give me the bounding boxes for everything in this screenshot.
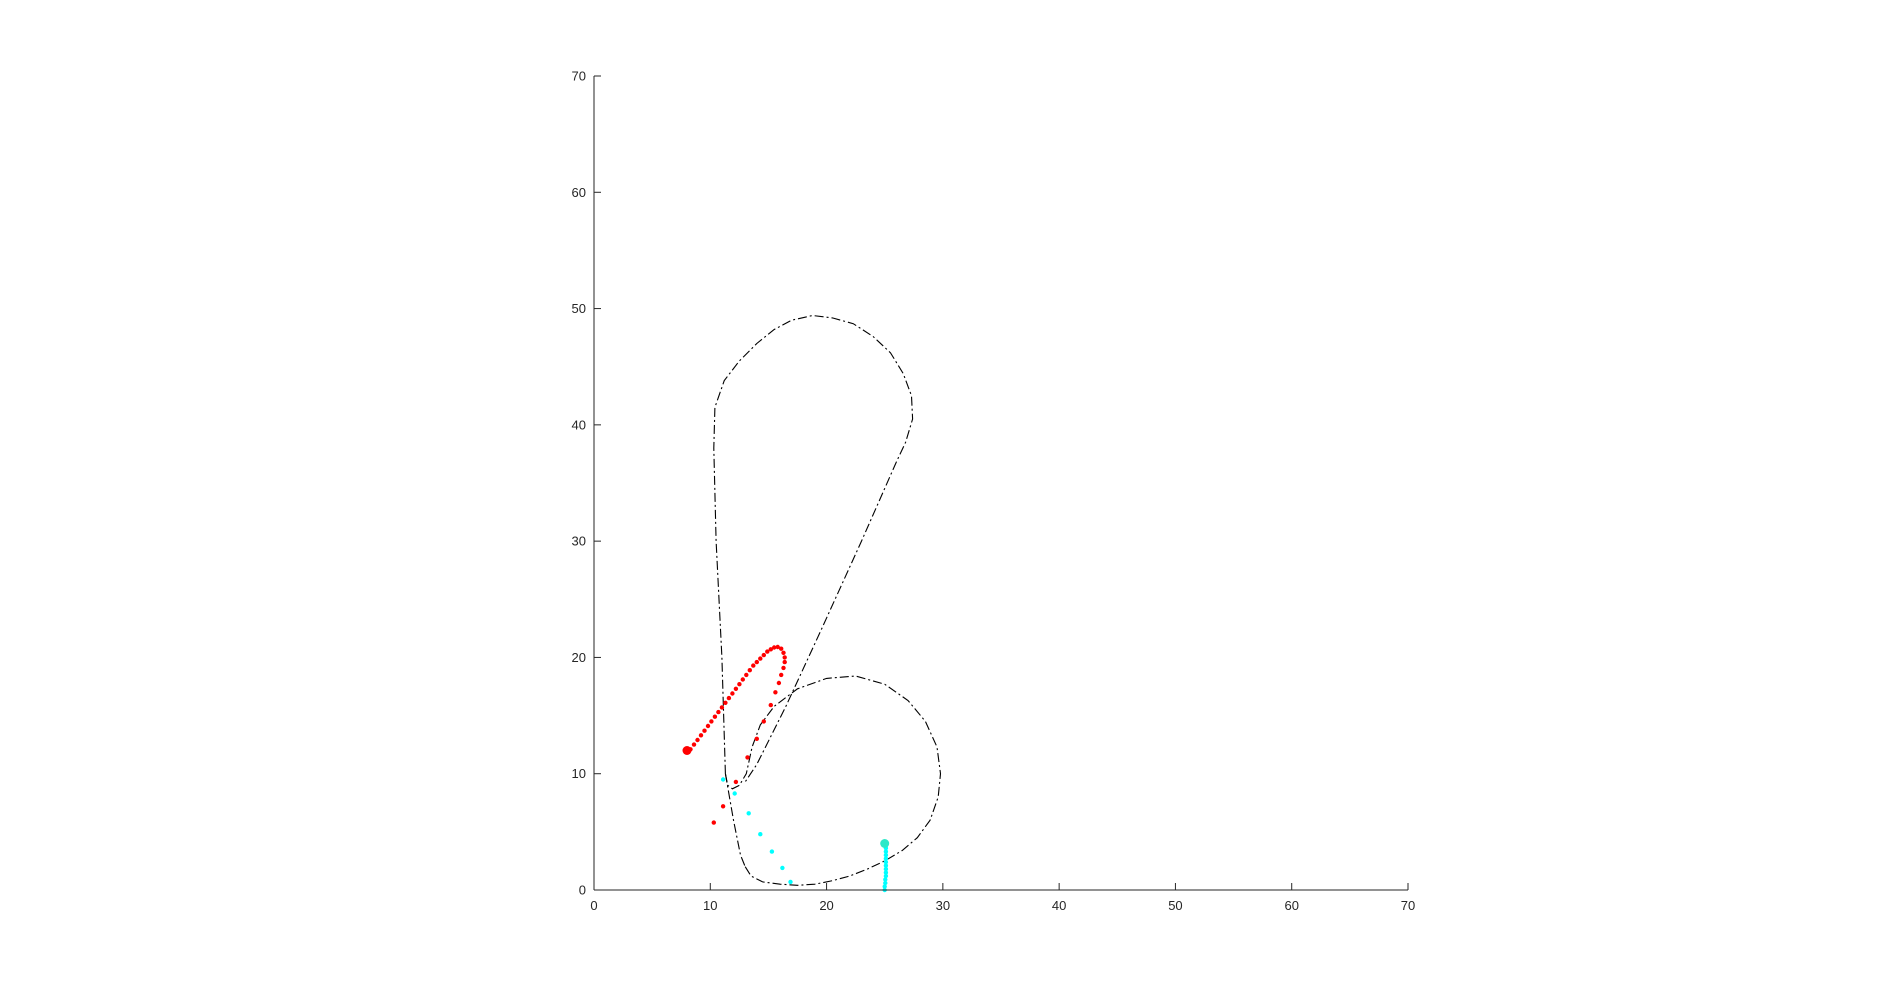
boundary-path: [724, 675, 942, 886]
series-2-point: [788, 879, 793, 885]
x-tick-label: 50: [1168, 898, 1182, 913]
series-1-point: [754, 659, 759, 665]
x-tick-label: 0: [590, 898, 597, 913]
series-1-point: [719, 705, 725, 710]
start-marker-2: [880, 839, 890, 848]
series-1-point: [733, 779, 739, 785]
x-tick-label: 70: [1401, 898, 1415, 913]
series-2-point: [758, 832, 763, 837]
series-1-point: [782, 655, 787, 660]
series-1-point: [695, 737, 700, 743]
series-2-point: [746, 811, 751, 816]
series-2-point: [883, 870, 889, 875]
y-tick-label: 20: [572, 650, 586, 665]
x-tick-label: 10: [703, 898, 717, 913]
y-tick-label: 70: [572, 69, 586, 84]
series-1-point: [768, 647, 773, 652]
series-1-point: [781, 650, 786, 655]
series-2-point: [780, 865, 785, 871]
series-1-point: [782, 659, 787, 665]
series-1-point: [754, 736, 759, 741]
series-1-point: [747, 668, 752, 673]
y-ticks: 0 10 20 30 40 50 60 70: [572, 69, 601, 898]
data-markers: [682, 644, 890, 893]
axes: 0 10 20 30 40 50 60 70 0 10 20 30 40 50 60 70: [572, 69, 1416, 914]
series-2-point: [883, 877, 888, 882]
y-tick-label: 30: [572, 534, 586, 549]
y-tick-label: 10: [572, 766, 586, 781]
boundary-path: [713, 314, 914, 783]
series-1-point: [761, 719, 766, 724]
x-tick-label: 60: [1284, 898, 1298, 913]
series-1-point: [779, 672, 784, 678]
y-tick-label: 50: [572, 301, 586, 316]
series-1-point: [733, 686, 739, 691]
series-1-point: [768, 702, 773, 708]
series-1-point: [720, 804, 726, 809]
series-1-point: [781, 665, 786, 671]
series-1-point: [779, 646, 784, 651]
series-2-point: [883, 859, 889, 865]
series-1-point: [711, 820, 716, 825]
series-1-point: [709, 719, 714, 724]
series-1-point: [691, 742, 697, 747]
series-2-point: [883, 852, 889, 858]
x-tick-label: 20: [819, 898, 833, 913]
series-1-point: [698, 733, 704, 738]
series-1-point: [744, 672, 749, 678]
series-1-point: [705, 723, 711, 729]
start-marker-1: [682, 746, 692, 755]
series-1-point: [761, 652, 766, 658]
series-1-point: [740, 677, 745, 682]
series-2-point: [883, 863, 889, 868]
series-1-point: [758, 656, 763, 661]
y-tick-label: 40: [572, 417, 586, 432]
series-2-point: [732, 791, 737, 796]
series-2-point: [882, 884, 887, 889]
series-1-point: [775, 644, 780, 650]
series-2-point: [883, 880, 888, 886]
x-tick-label: 30: [936, 898, 950, 913]
x-ticks: 0 10 20 30 40 50 60 70: [590, 883, 1415, 913]
y-tick-label: 0: [579, 883, 586, 898]
series-1-point: [726, 695, 732, 701]
series-1-point: [716, 709, 721, 715]
series-2-point: [883, 873, 889, 879]
boundary-path: [724, 773, 746, 867]
series-1-point: [776, 680, 782, 686]
series-1-point: [765, 649, 770, 654]
series-1-point: [773, 690, 778, 695]
series-1-point: [745, 755, 750, 760]
series-1-point: [772, 645, 777, 650]
x-tick-label: 40: [1052, 898, 1066, 913]
series-1-point: [712, 714, 718, 719]
series-1-point: [702, 728, 707, 733]
series-1-point: [723, 700, 728, 705]
series-2-point: [883, 856, 889, 861]
series-2-point: [720, 777, 726, 782]
boundary-paths: [713, 314, 942, 886]
series-1-point: [751, 663, 756, 668]
series-2-point: [883, 849, 889, 854]
series-1-point: [730, 691, 735, 696]
y-tick-label: 60: [572, 185, 586, 200]
series-1-point: [737, 682, 742, 687]
series-2-point: [769, 849, 775, 854]
series-2-point: [883, 866, 889, 872]
